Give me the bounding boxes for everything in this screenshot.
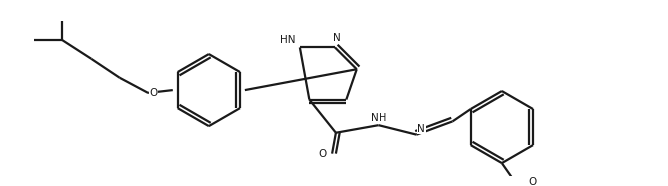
Text: N: N	[371, 113, 379, 123]
Text: O: O	[528, 177, 536, 186]
Text: O: O	[150, 88, 158, 98]
Text: N: N	[333, 33, 341, 43]
Text: O: O	[319, 149, 327, 159]
Text: N: N	[418, 124, 425, 134]
Text: HN: HN	[280, 35, 295, 45]
Text: H: H	[379, 113, 386, 123]
